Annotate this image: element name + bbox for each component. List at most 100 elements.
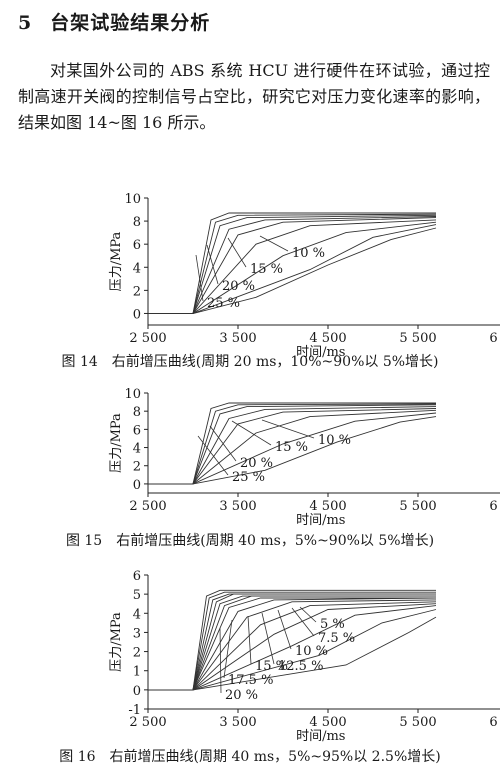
series-annotation: 10 % [295, 644, 328, 659]
y-tick-label: 6 [133, 238, 141, 253]
series-annotation: 25 % [232, 470, 265, 485]
annotation-leader [219, 627, 222, 694]
series-annotation: 7.5 % [318, 631, 355, 646]
figure-14-chart: 0 2 4 6 8 10 2 500 3 500 4 500 5 500 6 500 时间/ms 压力/… [109, 193, 500, 360]
y-tick-label: 6 [133, 570, 141, 584]
annotation-leader [209, 425, 237, 462]
x-tick-label: 5 500 [399, 715, 436, 730]
series-line [148, 595, 436, 691]
series-annotation: 10 % [318, 433, 351, 448]
annotation-leader [291, 607, 315, 637]
x-tick-label: 4 500 [309, 715, 346, 730]
series-annotation: 17.5 % [228, 673, 273, 688]
series-line [148, 212, 436, 314]
y-tick-label: 10 [124, 193, 141, 207]
x-tick-label: 5 500 [399, 499, 436, 514]
y-tick-label: 1 [133, 665, 141, 680]
series-annotation: 10 % [292, 246, 325, 261]
paragraph-text: 对某国外公司的 ABS 系统 HCU 进行硬件在环试验，通过控制高速开关阀的控制… [18, 61, 490, 132]
x-tick-label: 5 500 [399, 331, 436, 346]
series-line [148, 609, 437, 691]
series-line [148, 224, 437, 314]
series-line [148, 599, 437, 691]
y-tick-label: 0 [133, 478, 141, 493]
series-line [148, 595, 436, 691]
series-annotation: 20 % [240, 456, 273, 471]
series-line [148, 227, 437, 314]
annotation-leader [299, 606, 317, 623]
series-line [148, 605, 437, 691]
figure-16-chart: -1 0 1 2 3 4 5 6 2 500 3 500 4 500 5 500 6 500 时间/ms 压… [109, 570, 500, 744]
y-tick-label: 0 [133, 684, 141, 699]
annotation-leader [247, 615, 252, 665]
x-axis-label: 时间/ms [296, 513, 345, 528]
annotation-leader [227, 237, 247, 268]
annotation-leader [231, 420, 272, 446]
x-tick-label: 3 500 [219, 499, 256, 514]
annotation-leader [261, 419, 315, 439]
series-line [148, 221, 437, 314]
figure-16-caption: 图 16 右前增压曲线(周期 40 ms，5%~95%以 2.5%增长) [59, 749, 441, 765]
x-tick-label: 2 500 [129, 331, 166, 346]
section-number: 5 [18, 12, 33, 34]
series-annotation: 12.5 % [278, 659, 323, 674]
series-line [148, 589, 436, 691]
series-annotation: 15 % [250, 262, 283, 277]
annotation-leader [277, 609, 292, 650]
y-tick-label: 4 [133, 607, 141, 622]
annotation-leader [261, 612, 275, 665]
series-annotation: 20 % [225, 688, 258, 703]
y-tick-label: 2 [133, 460, 141, 475]
series-line [148, 416, 437, 485]
annotation-leader [197, 435, 229, 476]
figure-14-caption: 图 14 右前增压曲线(周期 20 ms，10%~90%以 5%增长) [61, 354, 439, 370]
series-line [148, 214, 437, 314]
x-tick-label: 3 500 [219, 715, 256, 730]
y-tick-label: 2 [133, 646, 141, 661]
series-line [148, 597, 437, 691]
series-line [148, 219, 437, 314]
x-tick-label: 2 500 [129, 499, 166, 514]
y-tick-label: 6 [133, 423, 141, 438]
x-tick-label: 4 500 [309, 499, 346, 514]
series-line [148, 213, 437, 314]
series-annotation: 20 % [222, 279, 255, 294]
section-title: 台架试验结果分析 [50, 12, 211, 34]
series-line [148, 216, 437, 314]
y-axis-label: 压力/MPa [109, 413, 124, 473]
body-paragraph: 对某国外公司的 ABS 系统 HCU 进行硬件在环试验，通过控制高速开关阀的控制… [18, 58, 490, 136]
y-tick-label: -1 [128, 703, 141, 718]
y-axis-label: 压力/MPa [109, 231, 124, 291]
series-line [148, 597, 436, 691]
y-tick-label: 8 [133, 405, 141, 420]
y-tick-label: 10 [124, 388, 141, 402]
x-tick-label: 4 500 [309, 331, 346, 346]
x-tick-label: 6 500 [489, 715, 500, 730]
y-tick-label: 3 [133, 626, 141, 641]
x-axis-label: 时间/ms [296, 729, 345, 744]
figure-15-chart: 0 2 4 6 8 10 2 500 3 500 4 500 5 500 6 500 时间/ms 压力/… [109, 388, 500, 528]
section-heading: 5 台架试验结果分析 [18, 8, 210, 35]
y-tick-label: 4 [133, 442, 141, 457]
x-axis-label: 时间/ms [296, 345, 345, 360]
x-tick-label: 2 500 [129, 715, 166, 730]
annotation-leader [195, 254, 204, 302]
x-tick-label: 6 500 [489, 499, 500, 514]
series-annotation: 15 % [255, 659, 288, 674]
figure-15-caption: 图 15 右前增压曲线(周期 40 ms，5%~90%以 5%增长) [65, 533, 435, 549]
y-tick-label: 8 [133, 215, 141, 230]
y-tick-label: 2 [133, 284, 141, 299]
series-line [148, 616, 437, 691]
annotation-leader [206, 244, 219, 285]
series-line [148, 603, 437, 691]
y-axis-label: 压力/MPa [109, 612, 124, 672]
x-tick-label: 3 500 [219, 331, 256, 346]
x-tick-label: 6 500 [489, 331, 500, 346]
annotation-leader [223, 619, 233, 679]
annotation-leader [259, 235, 289, 252]
series-annotation: 25 % [207, 296, 240, 311]
y-tick-label: 5 [133, 588, 141, 603]
y-tick-label: 4 [133, 261, 141, 276]
series-annotation: 5 % [320, 617, 345, 632]
series-annotation: 15 % [275, 440, 308, 455]
